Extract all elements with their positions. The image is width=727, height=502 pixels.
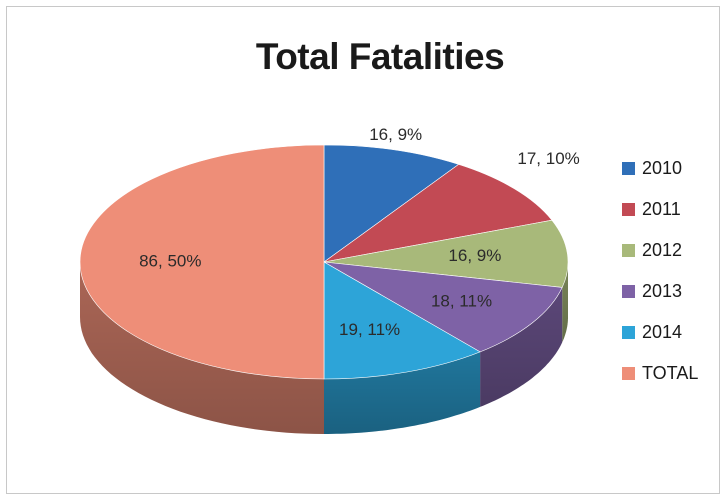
- pie-side-shade-total: [80, 262, 324, 434]
- pie-side-shade-2012: [562, 262, 568, 343]
- legend: 2010 2011 2012 2013 2014 TOTAL: [622, 158, 699, 406]
- legend-swatch-2012: [622, 244, 635, 257]
- pie-sides: [80, 262, 568, 434]
- legend-swatch-total: [622, 367, 635, 380]
- legend-swatch-2014: [622, 326, 635, 339]
- legend-label-2011: 2011: [642, 199, 681, 219]
- legend-label-2013: 2013: [642, 281, 683, 301]
- pie-slice-2010: [323, 144, 460, 263]
- pie-slice-2014: [323, 261, 481, 380]
- pie-data-labels: 16, 9% 17, 10% 16, 9% 18, 11% 19, 11% 86, 50%: [139, 125, 580, 339]
- legend-label-2014: 2014: [642, 322, 683, 342]
- legend-label-2010: 2010: [642, 158, 683, 178]
- data-label-2012: 16, 9%: [448, 246, 501, 265]
- pie-tops: [79, 144, 569, 380]
- legend-item-2012: 2012: [622, 240, 698, 260]
- pie-slice-2011: [323, 164, 553, 263]
- legend-label-2012: 2012: [642, 240, 683, 260]
- data-label-2014: 19, 11%: [339, 320, 400, 339]
- legend-item-2014: 2014: [622, 322, 698, 342]
- legend-swatch-2010: [622, 162, 635, 175]
- data-label-2010: 16, 9%: [369, 125, 422, 144]
- pie-slice-total: [79, 144, 325, 380]
- pie-slice-2012: [323, 219, 569, 288]
- legend-label-total: TOTAL: [642, 363, 699, 383]
- pie-side-shade-2014: [324, 351, 481, 434]
- pie-side-shade-2013: [480, 287, 563, 407]
- data-label-2011: 17, 10%: [517, 149, 579, 168]
- pie-slice-2013: [323, 261, 563, 353]
- data-label-2013: 18, 11%: [431, 292, 492, 311]
- chart-title: Total Fatalities: [255, 36, 505, 77]
- legend-item-2013: 2013: [622, 281, 698, 301]
- data-label-total: 86, 50%: [139, 251, 201, 270]
- legend-swatch-2011: [622, 203, 635, 216]
- legend-item-2010: 2010: [622, 158, 698, 178]
- legend-swatch-2013: [622, 285, 635, 298]
- legend-item-total: TOTAL: [622, 363, 699, 383]
- legend-item-2011: 2011: [622, 199, 698, 219]
